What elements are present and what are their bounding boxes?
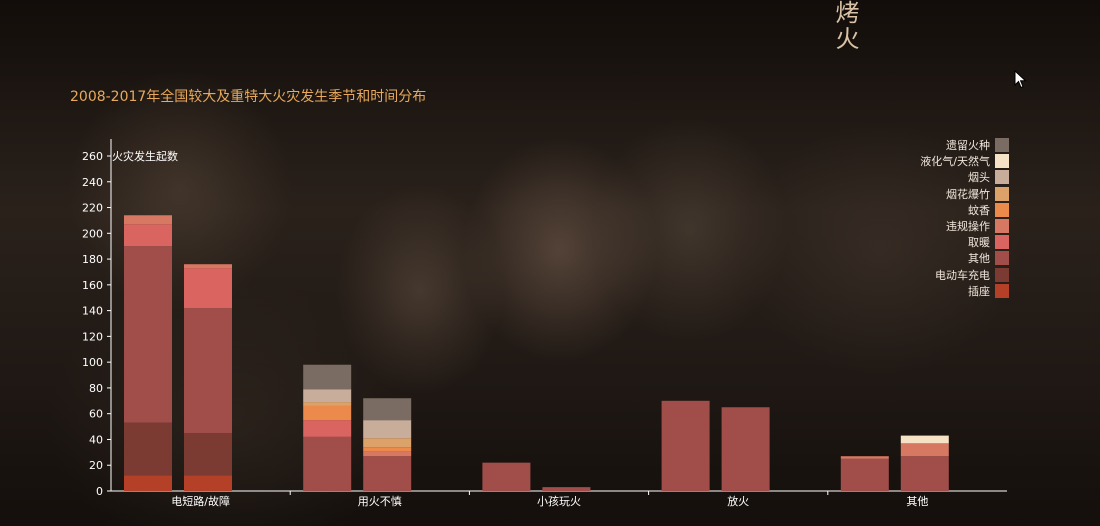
legend-label: 烟花爆竹 (946, 186, 990, 202)
stacked-bar (841, 456, 889, 491)
x-tick-label: 电短路/故障 (171, 494, 230, 508)
stacked-bar (662, 401, 710, 491)
y-tick-label: 100 (82, 356, 103, 369)
y-tick-label: 220 (82, 202, 103, 215)
legend-swatch (995, 187, 1009, 201)
bar-segment (363, 456, 411, 491)
bar-segment (722, 407, 770, 491)
chart-bars (124, 215, 949, 491)
x-tick-label: 其他 (906, 495, 928, 508)
bar-segment (363, 447, 411, 451)
x-tick-label: 放火 (727, 494, 749, 508)
legend-item: 遗留火种 (905, 137, 1009, 153)
bar-segment (841, 456, 889, 459)
stacked-bar (482, 463, 530, 491)
legend-swatch (995, 235, 1009, 249)
y-tick-label: 180 (82, 253, 103, 266)
y-tick-label: 40 (89, 433, 103, 446)
bar-segment (184, 433, 232, 476)
bar-segment (184, 308, 232, 433)
bar-segment (124, 215, 172, 224)
legend-swatch (995, 219, 1009, 233)
bar-segment (662, 401, 710, 491)
y-tick-label: 160 (82, 279, 103, 292)
stacked-bar (901, 436, 949, 491)
legend-swatch (995, 170, 1009, 184)
stacked-bar (303, 365, 351, 491)
legend-item: 烟花爆竹 (905, 186, 1009, 202)
legend-label: 其他 (968, 250, 990, 266)
legend-swatch (995, 154, 1009, 168)
bar-segment (303, 406, 351, 420)
bar-segment (482, 463, 530, 491)
legend-label: 取暖 (968, 234, 990, 250)
x-tick-label: 用火不慎 (358, 494, 402, 508)
bar-segment (124, 476, 172, 491)
bar-segment (901, 443, 949, 456)
bar-segment (124, 246, 172, 423)
bar-segment (363, 438, 411, 447)
y-tick-label: 140 (82, 305, 103, 318)
legend-item: 取暖 (905, 234, 1009, 250)
stacked-bar (124, 215, 172, 491)
legend-label: 烟头 (968, 169, 990, 185)
legend-item: 蚊香 (905, 202, 1009, 218)
chart-legend: 遗留火种 液化气/天然气 烟头 烟花爆竹 蚊香 违规操作 取暖 其他 电动车充电 插座 (905, 137, 1009, 299)
y-tick-label: 20 (89, 459, 103, 472)
legend-swatch (995, 138, 1009, 152)
stacked-bar (722, 407, 770, 491)
legend-item: 其他 (905, 250, 1009, 266)
x-tick-label: 小孩玩火 (537, 495, 581, 508)
legend-item: 烟头 (905, 169, 1009, 185)
y-tick-label: 120 (82, 330, 103, 343)
y-tick-label: 0 (96, 485, 103, 498)
legend-label: 插座 (968, 283, 990, 299)
legend-swatch (995, 284, 1009, 298)
bar-segment (542, 487, 590, 491)
legend-label: 遗留火种 (946, 137, 990, 153)
legend-item: 液化气/天然气 (905, 153, 1009, 169)
legend-swatch (995, 268, 1009, 282)
stacked-bar (542, 487, 590, 491)
bar-segment (303, 420, 351, 437)
bar-segment (184, 264, 232, 268)
bar-segment (901, 436, 949, 444)
bar-segment (303, 437, 351, 491)
bar-segment (363, 398, 411, 420)
legend-label: 液化气/天然气 (920, 153, 990, 169)
y-axis-label: 火灾发生起数 (112, 149, 178, 163)
legend-item: 插座 (905, 283, 1009, 299)
legend-swatch (995, 251, 1009, 265)
bar-segment (363, 420, 411, 438)
bar-segment (303, 365, 351, 389)
y-tick-label: 240 (82, 176, 103, 189)
legend-item: 违规操作 (905, 218, 1009, 234)
y-tick-label: 80 (89, 382, 103, 395)
bar-segment (841, 459, 889, 491)
bar-segment (184, 268, 232, 308)
legend-label: 蚊香 (968, 202, 990, 218)
legend-item: 电动车充电 (905, 267, 1009, 283)
bar-segment (363, 451, 411, 456)
y-tick-label: 260 (82, 150, 103, 163)
y-tick-label: 200 (82, 227, 103, 240)
bar-segment (303, 402, 351, 406)
legend-label: 电动车充电 (935, 267, 990, 283)
bar-segment (124, 224, 172, 246)
bar-segment (303, 389, 351, 402)
bar-segment (184, 476, 232, 491)
stacked-bar (184, 264, 232, 491)
bar-segment (901, 456, 949, 491)
y-tick-label: 60 (89, 408, 103, 421)
legend-swatch (995, 203, 1009, 217)
stacked-bar (363, 398, 411, 491)
legend-label: 违规操作 (946, 218, 990, 234)
bar-segment (124, 423, 172, 476)
